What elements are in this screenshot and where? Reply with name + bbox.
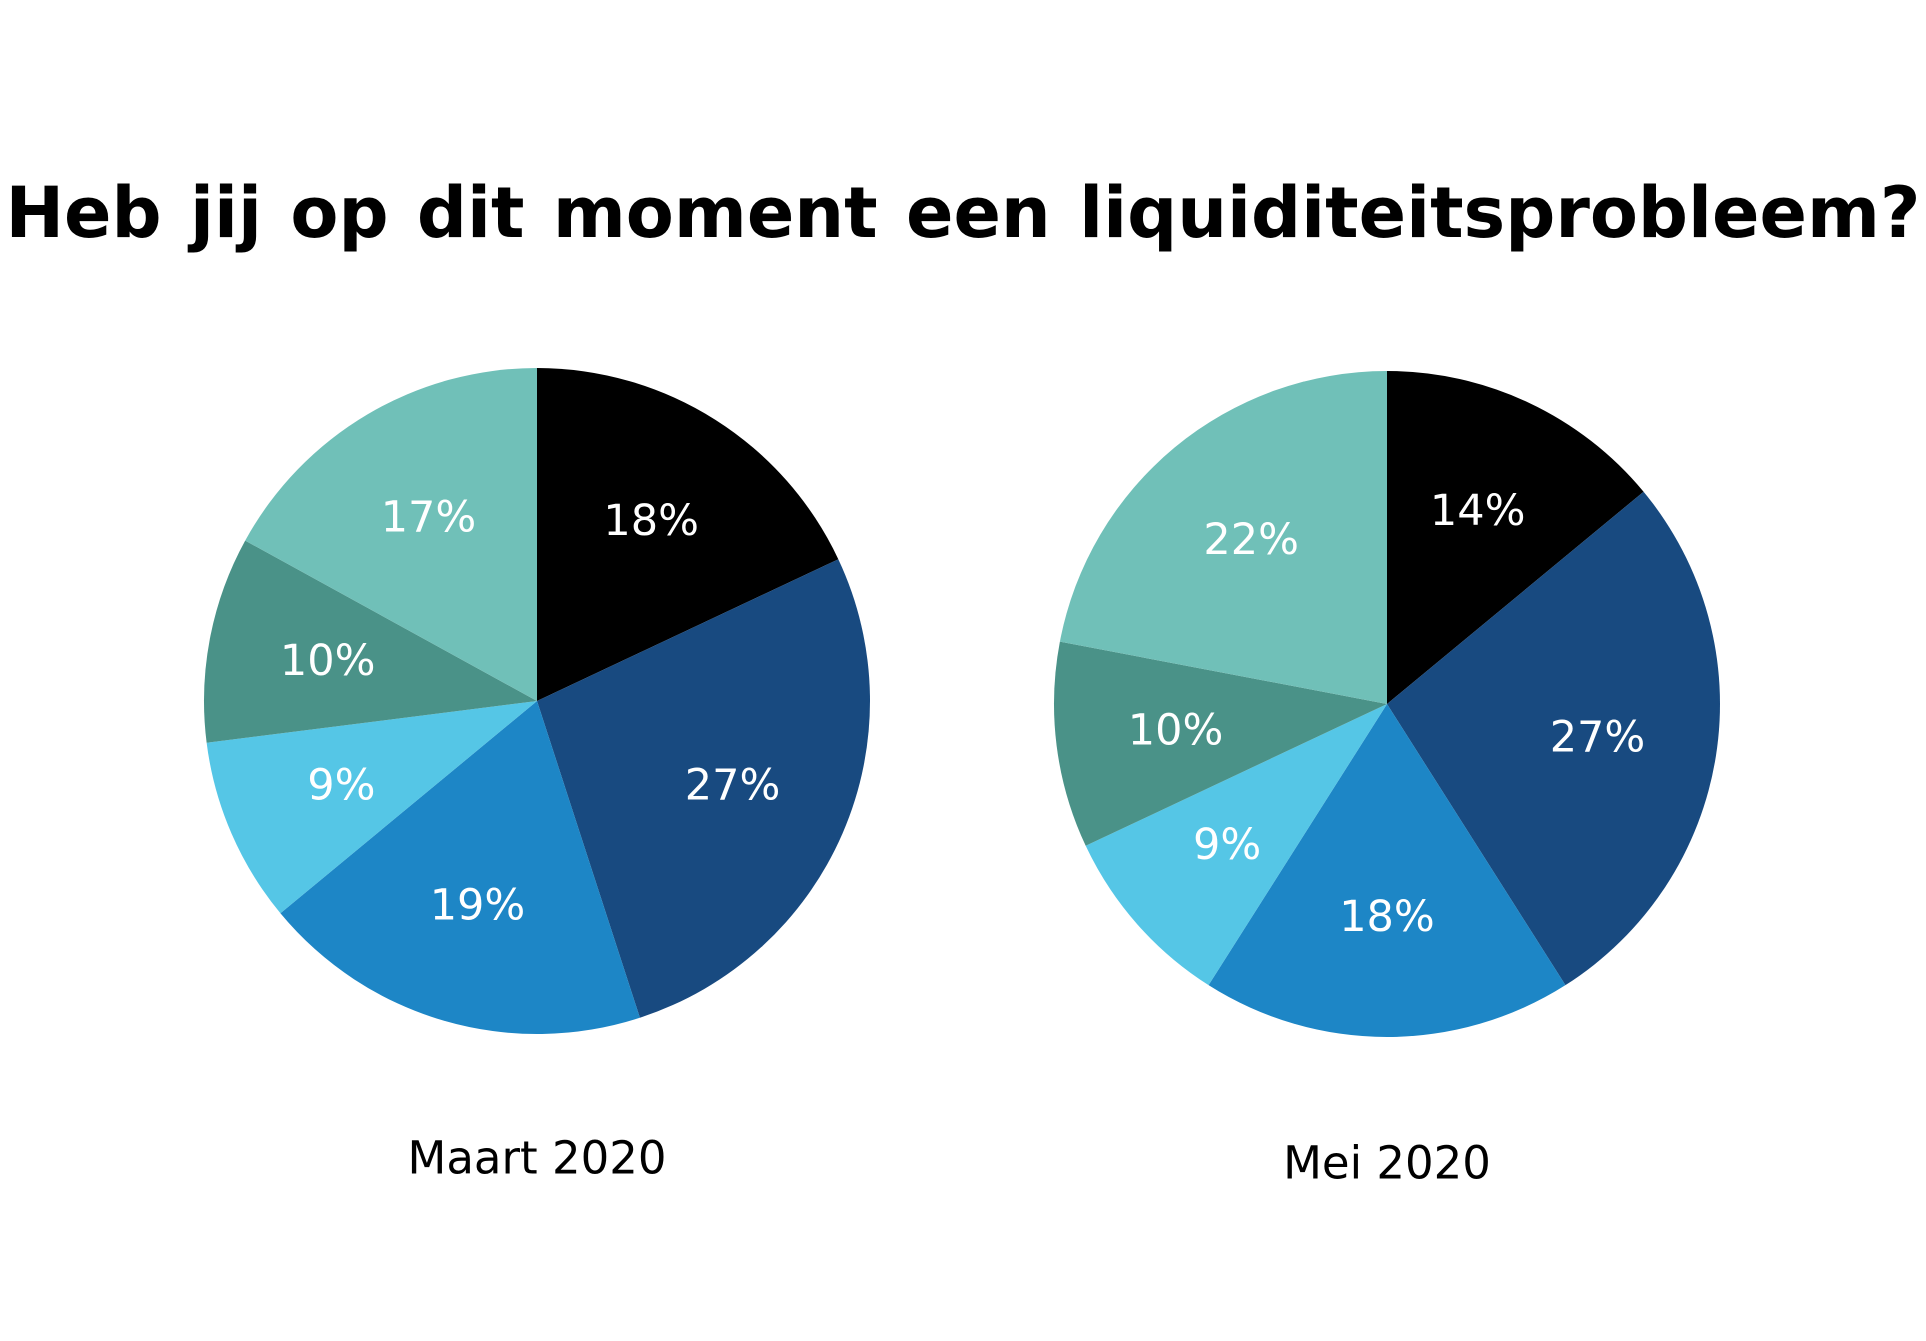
pie-slice-maart-6 [245,368,537,701]
slice-label-mei-4: 9% [1193,820,1261,870]
pie-chart-mei: 14% 27% 18% 9% 10% 22% Mei 2020 [1054,371,1720,1190]
slice-label-mei-6: 22% [1203,515,1299,565]
chart-title: Heb jij op dit moment een liquiditeitspr… [5,172,1921,254]
pie-slice-maart-2 [537,559,870,1018]
slice-label-maart-4: 9% [307,761,375,811]
slice-label-mei-1: 14% [1430,486,1526,536]
slice-label-mei-5: 10% [1128,706,1224,756]
slice-label-maart-2: 27% [685,761,781,811]
pie-slice-maart-3 [280,701,640,1034]
pie-slice-maart-4 [206,701,537,914]
pie-slice-mei-3 [1208,704,1566,1037]
pie-slice-maart-1 [537,368,839,701]
pie-slice-mei-6 [1059,371,1387,704]
chart-caption-maart: Maart 2020 [408,1132,667,1185]
pie-slice-maart-5 [204,540,537,743]
slice-label-maart-1: 18% [603,496,699,546]
slice-label-maart-5: 10% [280,636,376,686]
slice-label-maart-6: 17% [381,493,477,543]
slice-label-maart-3: 19% [430,881,526,931]
slice-label-mei-2: 27% [1550,712,1646,762]
slice-label-mei-3: 18% [1339,892,1435,942]
chart-caption-mei: Mei 2020 [1283,1137,1491,1190]
pie-slice-mei-1 [1387,371,1644,704]
pie-slice-mei-2 [1387,491,1720,986]
pie-slice-mei-4 [1085,704,1387,986]
pie-chart-maart: 18% 27% 19% 9% 10% 17% Maart 2020 [204,368,870,1185]
pie-slice-mei-5 [1054,641,1387,846]
